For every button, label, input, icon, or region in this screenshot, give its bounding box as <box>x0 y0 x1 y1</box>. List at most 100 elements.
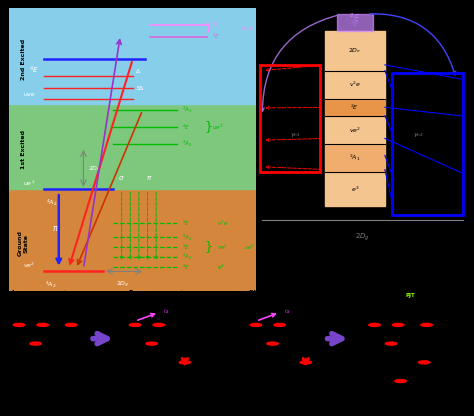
Text: $\gamma_{n2}$: $\gamma_{n2}$ <box>413 131 424 139</box>
Text: $\}$: $\}$ <box>204 119 213 135</box>
Text: $\bar{u}$: $\bar{u}$ <box>303 349 308 357</box>
Text: $e_x$: $e_x$ <box>15 312 23 320</box>
Text: $\}$: $\}$ <box>204 21 212 35</box>
Circle shape <box>421 323 432 327</box>
Text: $^2E$: $^2E$ <box>182 243 190 252</box>
Text: $2D_e$: $2D_e$ <box>348 46 362 55</box>
Text: $2D_g$: $2D_g$ <box>355 232 370 243</box>
Circle shape <box>385 342 397 345</box>
Text: $e_y$: $e_y$ <box>155 312 163 321</box>
Text: $^2E$: $^2E$ <box>182 262 190 272</box>
Text: $ve^2$: $ve^2$ <box>23 261 35 270</box>
Text: Ground
State: Ground State <box>18 230 28 256</box>
Text: $v$: $v$ <box>389 331 393 338</box>
Text: $\tilde{e}_x$: $\tilde{e}_x$ <box>394 290 402 299</box>
Bar <box>9 8 256 104</box>
Text: $^2A_2$: $^2A_2$ <box>182 139 192 149</box>
Text: $^2A_1$: $^2A_1$ <box>349 153 361 163</box>
Text: $v^2e$: $v^2e$ <box>348 80 361 89</box>
Circle shape <box>146 342 157 345</box>
Text: $\bar{v}$: $\bar{v}$ <box>185 311 190 319</box>
Text: $\bar{u}$: $\bar{u}$ <box>422 349 427 357</box>
Bar <box>9 104 256 189</box>
Text: $^2E$: $^2E$ <box>182 122 190 132</box>
Circle shape <box>392 323 404 327</box>
Text: $e_x$: $e_x$ <box>252 312 260 320</box>
Text: $ve^2$: $ve^2$ <box>349 125 361 135</box>
Text: $^2E$: $^2E$ <box>211 32 220 41</box>
Bar <box>325 71 385 99</box>
Circle shape <box>153 323 164 327</box>
Text: $\}$: $\}$ <box>204 239 213 255</box>
Text: $^4A_2$: $^4A_2$ <box>46 198 58 208</box>
Text: $e_y$: $e_y$ <box>276 312 283 321</box>
Text: $\tilde{e}_y$: $\tilde{e}_y$ <box>179 290 186 300</box>
Text: $\tilde{e}_x$: $\tilde{e}_x$ <box>39 290 46 299</box>
Text: $\bar{v}$: $\bar{v}$ <box>306 311 310 319</box>
Text: $e_x$: $e_x$ <box>371 312 378 320</box>
Circle shape <box>395 379 406 383</box>
Text: $\tilde{e}_y$: $\tilde{e}_y$ <box>418 290 426 300</box>
Text: 1st Excited: 1st Excited <box>20 130 26 169</box>
Text: $e_y$: $e_y$ <box>394 312 402 321</box>
Text: $^2A_1$: $^2A_1$ <box>182 105 192 115</box>
Text: $\tilde{e}_y$: $\tilde{e}_y$ <box>300 290 307 300</box>
Bar <box>325 172 385 206</box>
Bar <box>337 14 373 31</box>
Text: $\tilde{e}_y$: $\tilde{e}_y$ <box>63 290 70 300</box>
Text: $v$: $v$ <box>149 331 154 338</box>
Text: $\pi$: $\pi$ <box>52 225 59 233</box>
Text: $\Delta$: $\Delta$ <box>135 67 141 74</box>
Text: $^2A_1$: $^2A_1$ <box>182 233 192 243</box>
Text: $\tilde{e}_x$: $\tilde{e}_x$ <box>276 290 283 299</box>
Text: ii.: ii. <box>128 290 136 300</box>
Text: PJT: PJT <box>405 293 415 298</box>
Text: $u$: $u$ <box>43 369 47 376</box>
Text: $\bar{v}$: $\bar{v}$ <box>69 311 73 319</box>
Text: $^4A_2$: $^4A_2$ <box>45 280 57 290</box>
Circle shape <box>274 323 285 327</box>
Text: $v$: $v$ <box>270 331 275 338</box>
Text: $v^2e$: $v^2e$ <box>217 219 228 228</box>
Text: $\tilde{e}_x$: $\tilde{e}_x$ <box>155 290 163 299</box>
Text: uve: uve <box>23 92 35 97</box>
Text: uve: uve <box>241 26 253 31</box>
Text: $\bar{v}$: $\bar{v}$ <box>424 311 429 319</box>
Text: $ue^2, (S=3/2, {}^4A_2)$: $ue^2, (S=3/2, {}^4A_2)$ <box>31 404 78 414</box>
Text: $\pi$: $\pi$ <box>146 174 152 182</box>
Text: $e_y$: $e_y$ <box>39 312 46 321</box>
Text: $2D_e$: $2D_e$ <box>88 164 101 173</box>
Text: $^2E$: $^2E$ <box>211 21 220 30</box>
Circle shape <box>419 361 430 364</box>
Text: $u$: $u$ <box>398 369 403 376</box>
Bar <box>392 73 463 215</box>
Text: $^2A_2$: $^2A_2$ <box>182 252 192 262</box>
Text: 2nd Excited: 2nd Excited <box>20 39 26 80</box>
Bar <box>260 65 320 172</box>
Text: $2D_g$: $2D_g$ <box>116 280 129 290</box>
Circle shape <box>30 342 41 345</box>
Circle shape <box>37 323 48 327</box>
Text: l.s: l.s <box>164 309 169 314</box>
Circle shape <box>65 323 77 327</box>
Text: $^2E$: $^2E$ <box>182 219 190 228</box>
Bar <box>325 99 385 116</box>
Text: $e_x$: $e_x$ <box>131 312 139 320</box>
Text: iv.: iv. <box>367 290 377 300</box>
Circle shape <box>129 323 141 327</box>
Text: $u$: $u$ <box>159 369 164 376</box>
Circle shape <box>179 361 191 364</box>
Text: $e^3$: $e^3$ <box>217 262 224 272</box>
Text: $\bar{u}$: $\bar{u}$ <box>66 349 71 357</box>
Bar <box>325 144 385 172</box>
Circle shape <box>267 342 278 345</box>
Text: $e^3$: $e^3$ <box>351 185 359 194</box>
Text: $\gamma_{n1}$: $\gamma_{n1}$ <box>291 131 301 139</box>
Text: $^4E$: $^4E$ <box>29 65 39 76</box>
Text: $ue^2$: $ue^2$ <box>211 122 223 132</box>
Text: i.: i. <box>12 290 18 300</box>
Text: iii.: iii. <box>249 290 260 300</box>
Text: $\bar{u}$: $\bar{u}$ <box>182 349 187 357</box>
Bar <box>325 31 385 71</box>
Circle shape <box>13 323 25 327</box>
